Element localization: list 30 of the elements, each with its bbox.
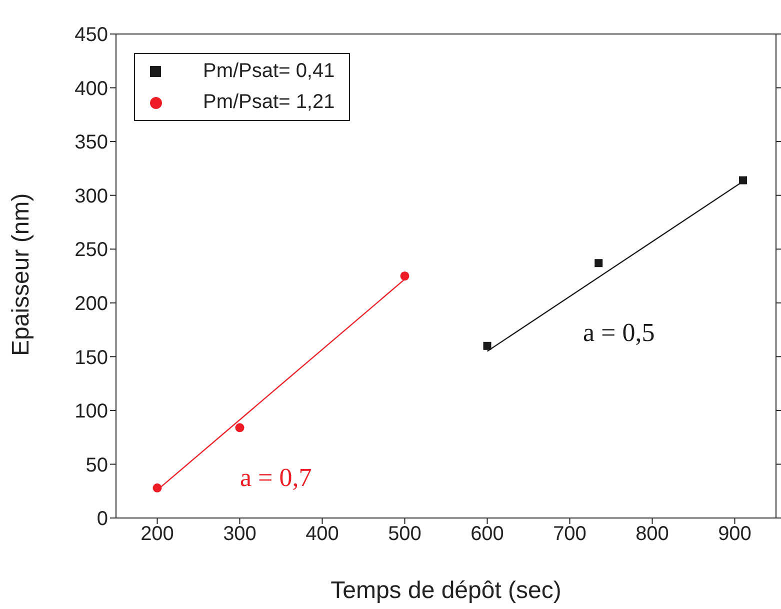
x-tick-label: 400 — [306, 523, 339, 546]
y-tick-label: 0 — [96, 508, 108, 530]
y-tick-label: 450 — [74, 24, 108, 46]
x-tick-label: 900 — [718, 523, 752, 546]
x-tick-label: 700 — [553, 523, 586, 546]
y-tick-label: 400 — [74, 78, 108, 100]
y-tick-label: 50 — [86, 454, 108, 476]
x-tick-label: 300 — [223, 523, 256, 546]
point — [483, 342, 492, 350]
annotation: a = 0,7 — [240, 463, 312, 493]
annotation: a = 0,5 — [583, 318, 655, 348]
x-tick-label: 600 — [470, 523, 504, 546]
point — [235, 423, 244, 432]
y-tick-label: 150 — [74, 346, 108, 369]
y-tick-label: 300 — [74, 185, 108, 208]
y-axis-title: Epaisseur (nm) — [8, 193, 35, 356]
point — [152, 483, 162, 492]
y-tick-label: 200 — [74, 292, 108, 315]
y-tick-label: 350 — [74, 132, 108, 154]
x-tick-label: 800 — [636, 523, 669, 546]
x-tick-label: 200 — [140, 523, 174, 546]
point — [594, 259, 603, 268]
y-tick-label: 100 — [74, 400, 108, 423]
point — [739, 176, 747, 184]
point — [400, 271, 410, 281]
y-tick-label: 250 — [74, 239, 108, 262]
legend-label: Pm/Psat= 1,21 — [203, 90, 335, 115]
legend-label: Pm/Psat= 0,41 — [203, 59, 335, 84]
x-axis-title: Temps de dépôt (sec) — [330, 577, 562, 604]
x-tick-label: 500 — [388, 523, 422, 546]
